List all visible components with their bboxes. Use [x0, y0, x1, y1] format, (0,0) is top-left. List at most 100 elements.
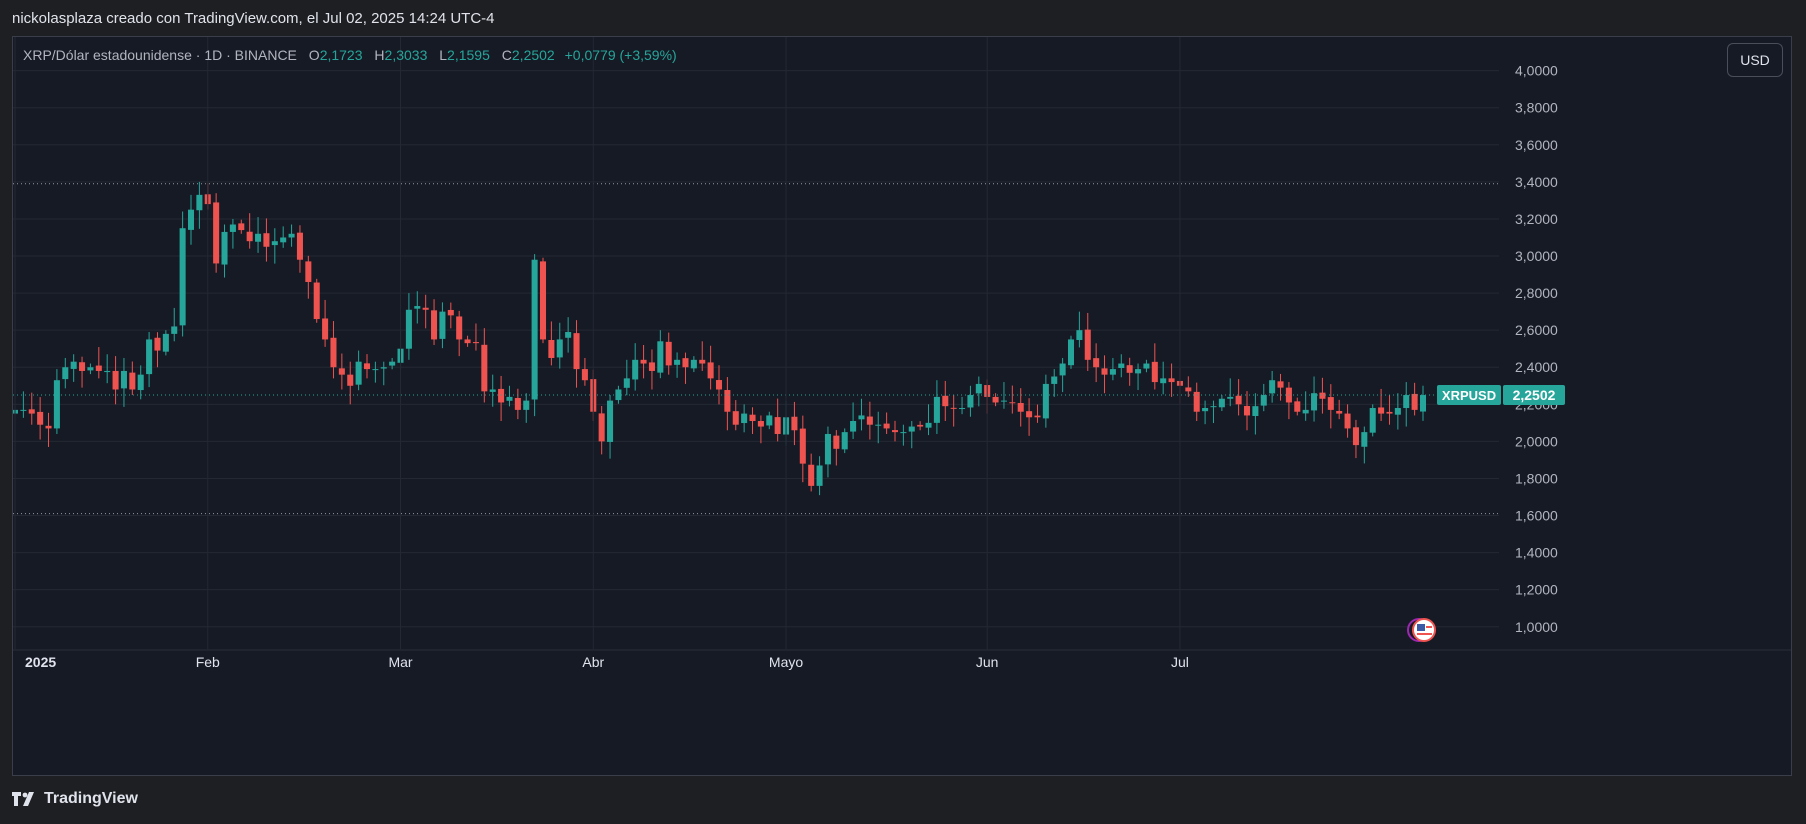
- y-tick-label: 1,2000: [1515, 582, 1558, 598]
- candle: [565, 332, 572, 338]
- candle: [1218, 398, 1225, 408]
- y-tick-label: 3,6000: [1515, 137, 1558, 153]
- candle: [1000, 400, 1007, 402]
- candle: [908, 426, 915, 432]
- candle: [917, 424, 924, 427]
- candle: [1185, 387, 1192, 392]
- candle: [690, 359, 697, 369]
- candle: [246, 231, 253, 242]
- candle: [523, 400, 530, 410]
- currency-button[interactable]: USD: [1727, 43, 1783, 77]
- candle: [707, 362, 714, 379]
- x-tick-label: Jun: [976, 654, 999, 670]
- candle: [330, 337, 337, 368]
- candlestick-chart[interactable]: 4,0000 3,8000 3,6000 3,4000 3,2000 3,0000 2,80…: [13, 37, 1792, 776]
- candle: [1277, 381, 1284, 388]
- candle: [1260, 395, 1267, 406]
- candle: [581, 369, 588, 381]
- candle: [456, 316, 463, 340]
- candle: [414, 306, 421, 309]
- candle: [296, 232, 303, 260]
- candle: [1076, 330, 1083, 340]
- candle: [37, 411, 44, 425]
- candle: [640, 359, 647, 364]
- candle: [715, 380, 723, 390]
- candle: [950, 407, 957, 409]
- y-tick-label: 3,2000: [1515, 211, 1558, 227]
- candle: [1403, 395, 1410, 409]
- candle: [1059, 363, 1066, 376]
- candle: [1302, 409, 1309, 414]
- candle: [841, 432, 848, 450]
- y-tick-label: 2,8000: [1515, 285, 1558, 301]
- candle: [489, 389, 496, 392]
- candle: [866, 416, 873, 425]
- candle: [405, 309, 412, 349]
- candle: [280, 237, 287, 243]
- symbol-legend: XRP/Dólar estadounidense · 1D · BINANCE …: [23, 47, 677, 63]
- candle: [1361, 432, 1368, 447]
- candle: [657, 341, 664, 373]
- candle: [28, 409, 35, 414]
- candle: [1319, 392, 1326, 399]
- candle: [372, 369, 379, 371]
- price-tag-value-bg: [1503, 385, 1565, 406]
- candle: [288, 233, 295, 238]
- candle: [1269, 380, 1276, 394]
- candle: [1352, 427, 1359, 446]
- candle: [439, 311, 446, 339]
- candle: [53, 380, 60, 429]
- candle: [1210, 406, 1217, 408]
- close-label: C: [501, 47, 512, 63]
- candle: [1193, 391, 1200, 412]
- candle: [431, 310, 438, 340]
- candle: [498, 388, 505, 403]
- candle: [975, 383, 982, 394]
- candle: [674, 359, 681, 365]
- candle: [389, 361, 396, 366]
- candle: [741, 413, 748, 424]
- candle: [422, 307, 429, 310]
- candle: [1394, 408, 1401, 415]
- candle: [79, 362, 86, 371]
- candle: [824, 433, 831, 465]
- chart-panel[interactable]: 4,0000 3,8000 3,6000 3,4000 3,2000 3,0000 2,80…: [12, 36, 1792, 776]
- candle: [1243, 405, 1251, 416]
- candle: [221, 231, 228, 265]
- price-tag-value: 2,2502: [1513, 387, 1556, 403]
- candle: [850, 421, 857, 432]
- x-tick-label: Feb: [196, 654, 220, 670]
- candle: [891, 430, 899, 433]
- candle: [1143, 363, 1150, 369]
- candle: [363, 363, 371, 370]
- candle: [1109, 369, 1116, 375]
- x-tick-label: 2025: [25, 654, 56, 670]
- candle: [1168, 378, 1175, 383]
- candle: [1067, 339, 1075, 366]
- us-flag-icon[interactable]: [1407, 618, 1436, 642]
- y-tick-label: 2,4000: [1515, 359, 1558, 375]
- candle: [464, 339, 471, 344]
- candle: [933, 396, 940, 423]
- candle: [1017, 403, 1024, 412]
- candle: [506, 396, 513, 401]
- candle: [171, 326, 178, 334]
- candle: [255, 233, 262, 242]
- candle: [548, 339, 555, 358]
- candle: [70, 361, 77, 369]
- y-tick-label: 1,6000: [1515, 508, 1558, 524]
- tradingview-brand[interactable]: TradingView: [12, 790, 138, 808]
- candle: [238, 223, 245, 231]
- candle: [791, 416, 798, 431]
- y-tick-label: 2,0000: [1515, 433, 1558, 449]
- candle: [1235, 395, 1242, 405]
- candle: [632, 359, 639, 380]
- candle: [615, 389, 622, 401]
- candle: [1344, 413, 1351, 429]
- candle: [20, 409, 27, 411]
- x-tick-label: Mar: [388, 654, 412, 670]
- candle: [1386, 411, 1393, 414]
- y-tick-label: 3,8000: [1515, 100, 1558, 116]
- candle: [481, 344, 488, 392]
- candle: [607, 400, 614, 442]
